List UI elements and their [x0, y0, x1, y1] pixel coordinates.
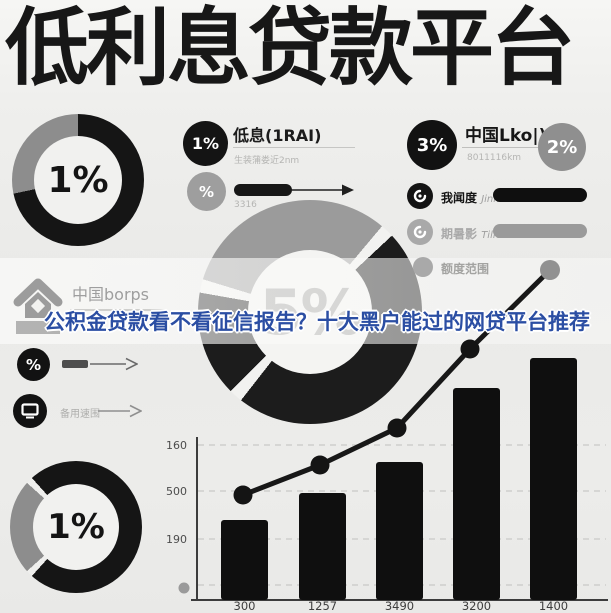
arrow-right-icon	[98, 404, 142, 418]
section-subtext: 生装蒲娄近2nm	[234, 156, 300, 166]
y-tick-label: 500	[166, 485, 187, 498]
x-tick-label: 300	[234, 599, 256, 613]
bar-caption: 3316	[234, 200, 257, 210]
section-heading: 中国Lko|)	[465, 126, 547, 146]
bullet-dot-icon	[413, 257, 433, 277]
legend-row: 期暑影 Tilied	[407, 219, 611, 245]
legend-label: 我闻度 Jinm	[441, 189, 503, 206]
divider	[233, 147, 355, 148]
legend-label-text: 期暑影	[441, 227, 478, 241]
clock-icon	[407, 219, 433, 245]
line-point	[233, 485, 253, 505]
bar	[453, 388, 500, 600]
legend-label-text: 额度范围	[441, 262, 490, 276]
x-tick-label: 3200	[462, 599, 491, 613]
arrow-right-icon	[90, 357, 138, 371]
legend-row: 我闻度 Jinm	[407, 183, 611, 209]
house-icon	[13, 278, 63, 334]
donut-value: 1%	[33, 484, 119, 570]
percent-badge: %	[187, 172, 226, 211]
legend-bar	[493, 224, 587, 238]
section-heading: 低息(1RAI)	[233, 126, 322, 145]
legend-row: 额度范围	[407, 254, 611, 280]
progress-bar	[234, 184, 292, 196]
section-subtext: 8011116km	[467, 153, 522, 163]
divider	[462, 147, 538, 148]
bar	[221, 520, 268, 600]
row-label: 备用速围	[60, 409, 100, 420]
legend-label-sub: Jinm	[481, 194, 504, 205]
donut-value: 1%	[34, 136, 122, 224]
brand-label: 中国borps	[72, 285, 150, 304]
page-title: 低利息贷款平台	[5, 0, 575, 97]
legend-bar	[493, 188, 587, 202]
legend-label-text: 我闻度	[441, 191, 478, 205]
y-tick-label: 190	[166, 533, 187, 546]
origin-dot	[178, 582, 190, 594]
rate-badge-gray: 2%	[538, 123, 586, 171]
arrow-right-icon	[292, 184, 354, 196]
x-tick-label: 1400	[539, 599, 568, 613]
y-tick-label: 160	[166, 439, 187, 452]
progress-bar	[62, 360, 88, 368]
rate-badge-black: 3%	[407, 120, 457, 170]
percent-badge: %	[17, 348, 50, 381]
bar	[299, 493, 346, 600]
donut-chart-bottom-left: 1%	[10, 461, 142, 593]
donut-chart-top-left: 1%	[12, 114, 144, 246]
clock-icon	[407, 183, 433, 209]
bar	[530, 358, 577, 600]
rate-badge: 1%	[183, 121, 228, 166]
line-point	[387, 418, 407, 438]
monitor-icon	[13, 394, 47, 428]
x-tick-label: 1257	[308, 599, 337, 613]
x-tick-label: 3490	[385, 599, 414, 613]
bar	[376, 462, 423, 600]
divider	[70, 309, 166, 311]
headline-text: 公积金贷款看不看征信报告？十大黑户能过的网贷平台推荐	[44, 310, 590, 334]
line-point	[310, 455, 330, 475]
